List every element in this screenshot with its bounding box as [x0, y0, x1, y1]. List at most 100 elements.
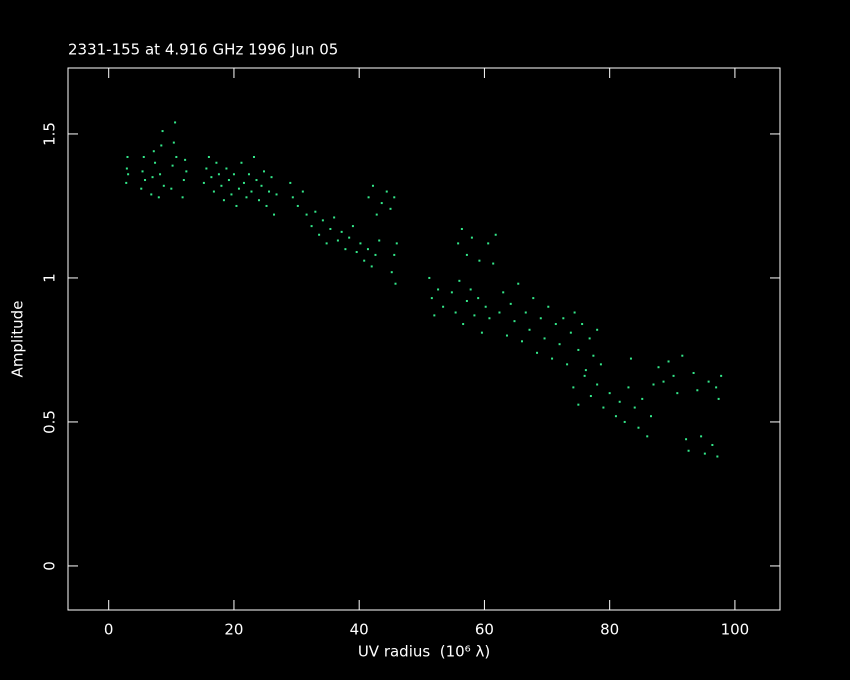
data-point	[517, 282, 520, 285]
data-point	[543, 337, 546, 340]
data-point	[301, 190, 304, 193]
data-point	[367, 196, 370, 199]
data-point	[378, 239, 381, 242]
data-point	[375, 213, 378, 216]
data-point	[336, 239, 339, 242]
data-point	[235, 204, 238, 207]
data-point	[333, 216, 336, 219]
x-tick-label: 100	[721, 621, 750, 639]
data-point	[478, 259, 481, 262]
data-point	[492, 262, 495, 265]
data-point	[536, 351, 539, 354]
data-point	[150, 193, 153, 196]
data-point	[623, 420, 626, 423]
data-point	[232, 173, 235, 176]
data-point	[394, 282, 397, 285]
data-point	[589, 395, 592, 398]
data-point	[230, 193, 233, 196]
data-point	[395, 242, 398, 245]
data-point	[359, 242, 362, 245]
data-point	[144, 179, 147, 182]
data-point	[528, 328, 531, 331]
data-point	[250, 190, 253, 193]
data-point	[325, 242, 328, 245]
data-point	[652, 383, 655, 386]
data-point	[389, 207, 392, 210]
data-point	[174, 121, 177, 124]
data-point	[583, 374, 586, 377]
data-point	[310, 225, 313, 228]
data-point	[237, 187, 240, 190]
data-point	[152, 150, 155, 153]
data-point	[344, 248, 347, 251]
data-point	[125, 181, 128, 184]
data-point	[509, 302, 512, 305]
data-point	[488, 317, 491, 320]
x-tick-label: 20	[224, 621, 243, 639]
data-point	[532, 297, 535, 300]
data-point	[629, 357, 632, 360]
data-point	[433, 314, 436, 317]
data-point	[633, 406, 636, 409]
data-point	[480, 331, 483, 334]
data-point	[484, 305, 487, 308]
data-point	[380, 202, 383, 205]
data-point	[245, 196, 248, 199]
data-point	[715, 386, 718, 389]
data-point	[577, 348, 580, 351]
data-point	[711, 443, 714, 446]
data-point	[351, 225, 354, 228]
y-tick-label: 0	[41, 561, 59, 571]
data-point	[473, 314, 476, 317]
data-point	[577, 403, 580, 406]
data-point	[566, 363, 569, 366]
data-point	[716, 455, 719, 458]
data-point	[225, 167, 228, 170]
data-point	[212, 190, 215, 193]
data-point	[696, 389, 699, 392]
data-point	[487, 242, 490, 245]
data-point	[370, 265, 373, 268]
data-point	[140, 187, 143, 190]
data-point	[672, 374, 675, 377]
data-point	[470, 236, 473, 239]
data-point	[348, 236, 351, 239]
data-point	[126, 155, 129, 158]
data-point	[390, 271, 393, 274]
data-point	[513, 320, 516, 323]
data-point	[182, 179, 185, 182]
data-point	[296, 204, 299, 207]
data-point	[257, 199, 260, 202]
data-point	[498, 311, 501, 314]
data-point	[141, 170, 144, 173]
data-point	[265, 204, 268, 207]
data-point	[273, 213, 276, 216]
data-point	[572, 386, 575, 389]
data-point	[569, 331, 572, 334]
data-point	[646, 435, 649, 438]
data-point	[707, 380, 710, 383]
data-point	[437, 288, 440, 291]
data-point	[240, 161, 243, 164]
data-point	[170, 187, 173, 190]
data-point	[171, 164, 174, 167]
data-point	[477, 297, 480, 300]
data-point	[676, 392, 679, 395]
data-point	[185, 170, 188, 173]
data-point	[657, 366, 660, 369]
data-point	[363, 259, 366, 262]
data-point	[314, 210, 317, 213]
data-point	[667, 360, 670, 363]
data-point	[162, 184, 165, 187]
data-point	[207, 155, 210, 158]
data-point	[127, 173, 130, 176]
data-point	[573, 311, 576, 314]
data-point	[175, 155, 178, 158]
data-point	[318, 233, 321, 236]
data-point	[469, 288, 472, 291]
data-point	[374, 253, 377, 256]
data-point	[554, 323, 557, 326]
data-point	[340, 230, 343, 233]
data-point	[592, 354, 595, 357]
